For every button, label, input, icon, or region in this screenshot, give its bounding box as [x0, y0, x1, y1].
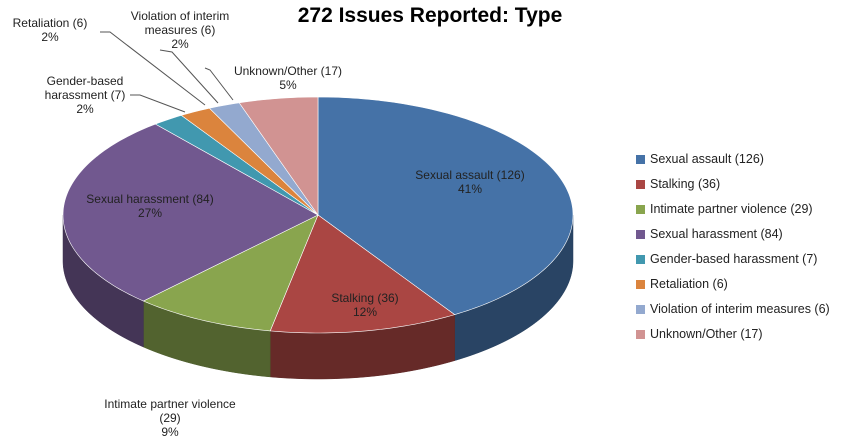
- slice-label-name: Stalking (36): [331, 291, 399, 305]
- slice: [317, 96, 574, 315]
- slice-label: Violation of interim measures (6) 2%: [120, 9, 240, 51]
- chart-title: 272 Issues Reported: Type: [297, 4, 563, 27]
- legend-label: Intimate partner violence (29): [650, 202, 813, 216]
- legend-label: Gender-based harassment (7): [650, 252, 818, 266]
- legend-item: Stalking (36): [636, 177, 720, 191]
- legend-item: Unknown/Other (17): [636, 327, 763, 341]
- slice-label: Retaliation (6) 2%: [0, 16, 105, 44]
- slice-label-value: 5%: [279, 78, 297, 92]
- legend-swatch: [636, 304, 645, 314]
- legend-item: Retaliation (6): [636, 277, 728, 291]
- legend-item: Intimate partner violence (29): [636, 202, 813, 216]
- slice-label-value: 2%: [171, 37, 189, 51]
- slice-label-name: Violation of interim measures (6): [130, 9, 230, 37]
- slice-label: Stalking (36) 12%: [310, 291, 420, 319]
- slice-label: Sexual harassment (84) 27%: [65, 192, 235, 220]
- legend-swatch: [636, 329, 645, 339]
- legend-swatch: [636, 254, 645, 264]
- slice-label-name: Sexual assault (126): [415, 168, 525, 182]
- legend-label: Sexual harassment (84): [650, 227, 783, 241]
- leader-line: [130, 94, 186, 113]
- slice-label-name: Unknown/Other (17): [233, 64, 343, 78]
- legend-label: Sexual assault (126): [650, 152, 764, 166]
- slice: [269, 214, 456, 334]
- slice: [154, 115, 319, 216]
- slice-label: Unknown/Other (17) 5%: [228, 64, 348, 92]
- pie-tops: [62, 96, 574, 334]
- slice: [142, 214, 319, 332]
- slice-label-name: Sexual harassment (84): [86, 192, 214, 206]
- slice-label-name: Retaliation (6): [12, 16, 88, 30]
- slice: [238, 96, 319, 216]
- legend-item: Violation of interim measures (6): [636, 302, 830, 316]
- pie-sides: [62, 214, 574, 380]
- legend-item: Gender-based harassment (7): [636, 252, 817, 266]
- slice-label-name: Gender-based harassment (7): [44, 74, 126, 102]
- legend-item: Sexual assault (126): [636, 152, 764, 166]
- legend-swatch: [636, 154, 645, 164]
- legend-swatch: [636, 279, 645, 289]
- leader-lines: [100, 31, 234, 113]
- legend-swatch: [636, 179, 645, 189]
- slice-label: Gender-based harassment (7) 2%: [38, 74, 133, 116]
- slice-label-value: 9%: [161, 425, 179, 439]
- slice-label: Sexual assault (126) 41%: [400, 168, 540, 196]
- slice-label-value: 2%: [41, 30, 59, 44]
- leader-line: [204, 67, 234, 101]
- leader-line: [100, 31, 206, 106]
- slice: [180, 107, 319, 216]
- legend-swatch: [636, 229, 645, 239]
- slice-label-value: 12%: [352, 305, 378, 319]
- slice-label-value: 27%: [137, 206, 163, 220]
- legend-swatch: [636, 204, 645, 214]
- leader-line: [159, 49, 219, 104]
- legend-label: Stalking (36): [650, 177, 721, 191]
- slice: [208, 102, 319, 216]
- legend-label: Violation of interim measures (6): [650, 302, 830, 316]
- slice-label: Intimate partner violence (29) 9%: [95, 397, 245, 439]
- legend-label: Unknown/Other (17): [650, 327, 763, 341]
- slice-label-name: Intimate partner violence (29): [104, 397, 236, 425]
- legend-label: Retaliation (6): [650, 277, 728, 291]
- slice: [62, 123, 319, 302]
- slice-label-value: 41%: [457, 182, 483, 196]
- legend-item: Sexual harassment (84): [636, 227, 783, 241]
- slice-label-value: 2%: [76, 102, 94, 116]
